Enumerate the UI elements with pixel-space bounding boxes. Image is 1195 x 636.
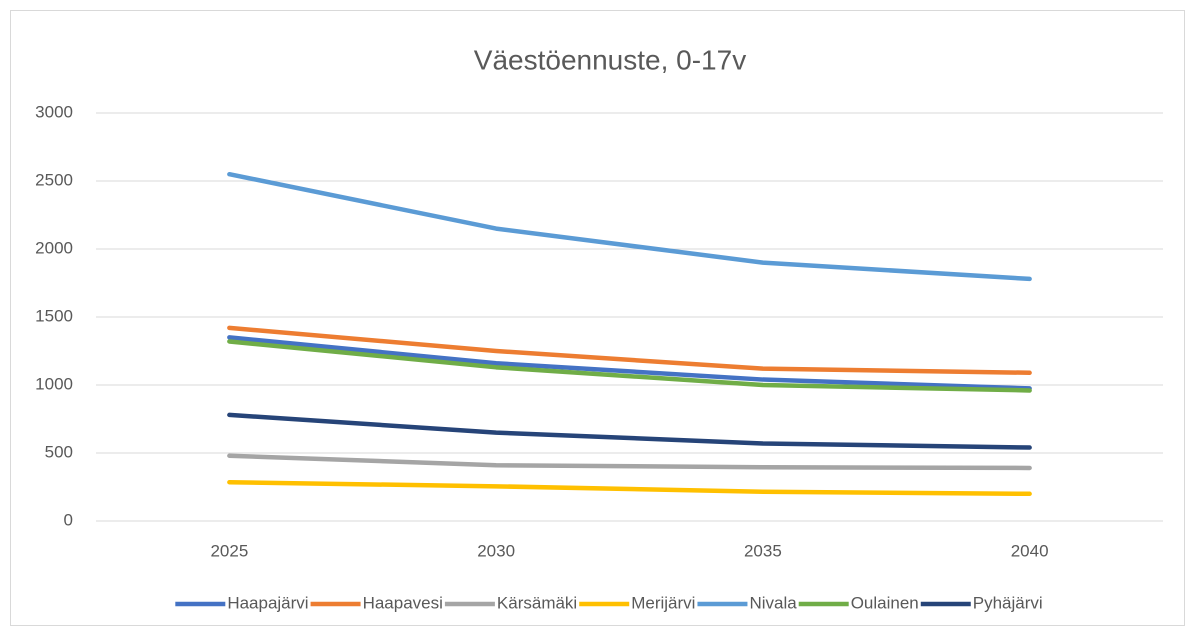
y-tick-label: 500 [45, 442, 73, 461]
legend-label: Pyhäjärvi [973, 593, 1043, 612]
x-tick-label: 2025 [210, 541, 248, 560]
x-tick-label: 2040 [1011, 541, 1049, 560]
series-line [227, 479, 1032, 497]
x-tick-label: 2035 [744, 541, 782, 560]
series-line [227, 335, 1032, 391]
y-tick-label: 2000 [35, 238, 73, 257]
series-line [227, 339, 1032, 393]
chart-border [10, 10, 1185, 626]
legend-label: Merijärvi [631, 593, 695, 612]
legend-label: Nivala [749, 593, 797, 612]
y-tick-label: 1500 [35, 306, 73, 325]
y-tick-label: 0 [64, 510, 73, 529]
series-line [227, 325, 1032, 376]
legend-label: Haapavesi [363, 593, 443, 612]
series-line [227, 171, 1032, 282]
y-tick-label: 1000 [35, 374, 73, 393]
y-tick-label: 2500 [35, 170, 73, 189]
legend-label: Kärsämäki [497, 593, 577, 612]
legend-label: Haapajärvi [227, 593, 308, 612]
series-line [227, 453, 1032, 471]
series-line [227, 412, 1032, 450]
y-tick-label: 3000 [35, 102, 73, 121]
x-tick-label: 2030 [477, 541, 515, 560]
legend-label: Oulainen [851, 593, 919, 612]
chart-title: Väestöennuste, 0-17v [474, 44, 746, 75]
